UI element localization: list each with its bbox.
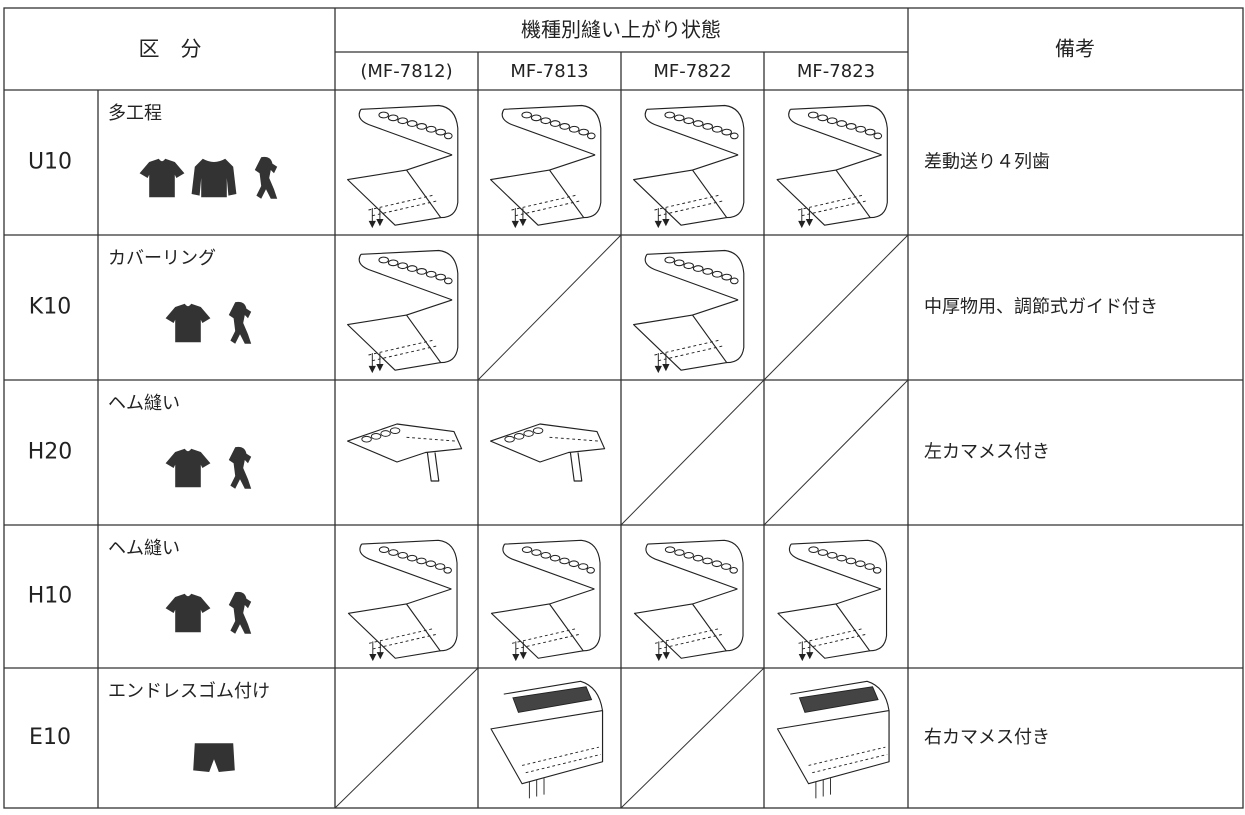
stitch-illustration	[633, 539, 744, 661]
stitch-illustration	[490, 539, 601, 661]
stitch-illustration	[776, 104, 888, 228]
empty-cell-diagonal	[620, 667, 765, 809]
stitch-illustration	[347, 249, 459, 373]
header-models-title: 機種別縫い上がり状態	[521, 18, 721, 42]
header-remarks: 備考	[1055, 37, 1095, 61]
model-name: (MF-7812)	[360, 61, 452, 82]
garment-icon	[191, 158, 237, 198]
row-type: カバーリング	[108, 248, 216, 269]
row-type: エンドレスゴム付け	[108, 681, 270, 702]
empty-cell-diagonal	[477, 234, 622, 381]
garment-icon	[165, 593, 211, 633]
stitch-illustration	[490, 423, 606, 482]
row-type: ヘム縫い	[108, 393, 180, 414]
garment-icon	[165, 448, 211, 488]
stitch-illustration	[633, 249, 745, 373]
stitch-illustration	[490, 680, 604, 799]
stitch-illustration	[347, 539, 458, 661]
model-name: MF-7813	[510, 61, 588, 82]
empty-cell-diagonal	[763, 379, 909, 526]
row-code: H20	[28, 440, 73, 465]
row-remarks: 右カマメス付き	[924, 727, 1050, 748]
garment-icon	[254, 156, 278, 199]
garment-icon	[228, 591, 252, 634]
row-remarks: 差動送り４列歯	[924, 152, 1050, 173]
row-code: K10	[29, 295, 71, 320]
garment-icon	[228, 446, 252, 489]
header-section: 区 分	[139, 37, 202, 61]
row-code: U10	[28, 150, 72, 175]
stitch-illustration	[777, 539, 888, 661]
empty-cell-diagonal	[334, 667, 479, 809]
stitch-illustration	[347, 104, 459, 228]
row-type: ヘム縫い	[108, 538, 180, 559]
garment-icon	[139, 158, 185, 198]
row-code: H10	[28, 584, 73, 609]
row-code: E10	[29, 725, 71, 750]
model-name: MF-7822	[653, 61, 731, 82]
stitch-illustration	[347, 423, 463, 482]
garment-icon	[193, 743, 235, 772]
garment-icon	[228, 301, 252, 344]
table-border	[3, 7, 1244, 809]
row-type: 多工程	[108, 103, 162, 124]
stitch-illustration	[776, 680, 890, 799]
row-remarks: 中厚物用、調節式ガイド付き	[924, 297, 1158, 318]
row-remarks: 左カマメス付き	[924, 442, 1050, 463]
stitch-illustration	[490, 104, 602, 228]
stitch-illustration	[633, 104, 745, 228]
garment-icon	[165, 303, 211, 343]
model-name: MF-7823	[797, 61, 875, 82]
empty-cell-diagonal	[620, 379, 765, 526]
empty-cell-diagonal	[763, 234, 909, 381]
